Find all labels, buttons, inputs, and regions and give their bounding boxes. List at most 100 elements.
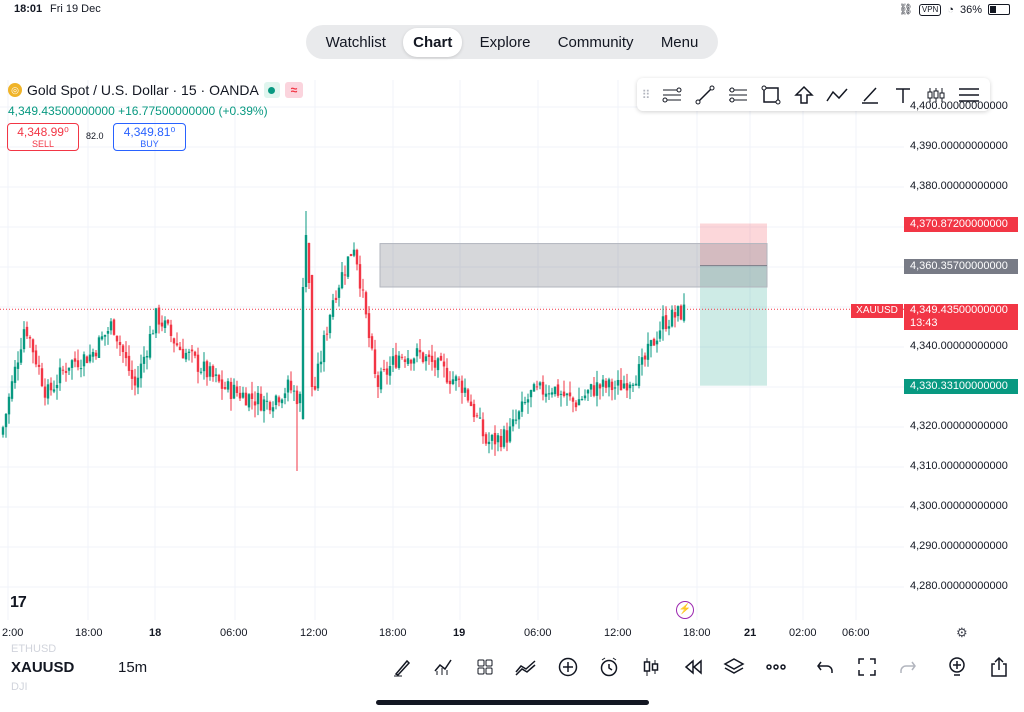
candle-body <box>475 415 479 417</box>
candle-body <box>286 379 290 393</box>
x-tick-label: 12:00 <box>604 627 632 639</box>
candle-body <box>358 264 362 289</box>
parallel-channel-icon[interactable] <box>721 80 754 110</box>
candle-body <box>421 352 425 362</box>
candle-body <box>130 369 134 379</box>
candle-body <box>100 336 104 340</box>
candle-body <box>256 392 260 405</box>
candle-body <box>49 382 53 391</box>
add-icon[interactable] <box>557 656 579 678</box>
candle-body <box>463 387 467 393</box>
gear-icon[interactable]: ⚙ <box>956 625 968 640</box>
more-icon[interactable] <box>765 656 787 678</box>
candle-body <box>658 330 662 339</box>
rectangle-icon[interactable] <box>754 80 787 110</box>
candle-body <box>175 343 179 346</box>
candle-body <box>82 354 86 367</box>
undo-icon[interactable] <box>814 656 836 678</box>
text-icon[interactable] <box>886 80 919 110</box>
candle-body <box>400 356 404 358</box>
candle-body <box>217 374 221 382</box>
candle-body <box>532 384 536 392</box>
indicators-icon[interactable] <box>432 656 454 678</box>
candle-body <box>412 358 416 364</box>
candle-body <box>1 427 5 435</box>
candle-body <box>637 364 641 386</box>
candle-body <box>574 402 578 408</box>
candle-body <box>70 360 74 368</box>
candle-body <box>619 379 623 391</box>
alert-icon[interactable] <box>598 656 620 678</box>
candles-icon[interactable] <box>640 656 662 678</box>
candle-body <box>562 391 566 397</box>
redo-icon[interactable] <box>897 656 919 678</box>
fullscreen-icon[interactable] <box>856 656 878 678</box>
candle-body <box>628 384 632 389</box>
symbol-selector[interactable]: XAUUSD <box>11 659 75 676</box>
replay-icon[interactable] <box>682 656 704 678</box>
x-tick-label: 06:00 <box>524 627 552 639</box>
candle-body <box>676 306 680 317</box>
candle-body <box>376 375 380 387</box>
candle-body <box>325 333 329 335</box>
long-position-icon[interactable] <box>853 80 886 110</box>
idea-icon[interactable] <box>946 656 968 678</box>
arrow-up-icon[interactable] <box>787 80 820 110</box>
entry-price-label: 4,360.35700000000 <box>904 259 1018 274</box>
patterns-icon[interactable] <box>919 80 952 110</box>
candle-body <box>79 368 83 370</box>
candle-body <box>478 417 482 419</box>
lightning-icon[interactable]: ⚡ <box>676 601 694 619</box>
grip-icon[interactable]: ⠿ <box>641 87 651 102</box>
more-tools-icon[interactable] <box>952 80 985 110</box>
nav-community[interactable]: Community <box>557 33 634 51</box>
layers-icon[interactable] <box>723 656 745 678</box>
candle-body <box>523 402 527 404</box>
orientation-lock-icon: ◔ <box>947 3 954 16</box>
y-tick-label: 4,280.00000000000 <box>910 580 1008 592</box>
candle-body <box>397 355 401 368</box>
brush-icon[interactable] <box>391 656 413 678</box>
price-chart[interactable] <box>0 80 904 620</box>
interval-selector[interactable]: 15m <box>118 659 148 676</box>
candle-body <box>391 356 395 365</box>
nav-watchlist[interactable]: Watchlist <box>325 33 386 51</box>
candle-body <box>94 352 98 357</box>
candle-body <box>613 387 617 389</box>
current-price-label: 4,349.43500000000 13:43 <box>904 304 1018 330</box>
candle-body <box>583 395 587 399</box>
y-tick-label: 4,390.00000000000 <box>910 140 1008 152</box>
candle-body <box>493 432 497 445</box>
candle-body <box>235 386 239 393</box>
nav-chart[interactable]: Chart <box>403 27 463 57</box>
compare-icon[interactable] <box>515 656 537 678</box>
candle-body <box>394 354 398 368</box>
nav-explore[interactable]: Explore <box>479 33 531 51</box>
symbol-title[interactable]: Gold Spot / U.S. Dollar · 15 · OANDA <box>27 82 259 98</box>
sell-button[interactable]: 4,348.99⁰ SELL <box>7 123 79 151</box>
candle-body <box>427 354 431 358</box>
buy-button[interactable]: 4,349.81⁰ BUY <box>113 123 186 151</box>
trend-line-icon[interactable] <box>688 80 721 110</box>
candle-body <box>109 321 113 331</box>
candle-body <box>457 378 461 380</box>
symbol-header[interactable]: ◎ Gold Spot / U.S. Dollar · 15 · OANDA ≈ <box>8 82 303 98</box>
candle-body <box>487 441 491 445</box>
nav-menu[interactable]: Menu <box>660 33 699 51</box>
candle-body <box>292 390 296 392</box>
candle-body <box>25 326 29 337</box>
fib-icon[interactable] <box>655 80 688 110</box>
candle-body <box>616 379 620 386</box>
ghost-symbol: DJI <box>11 681 28 693</box>
candle-body <box>160 322 164 327</box>
candle-body <box>505 430 509 443</box>
y-tick-label: 4,290.00000000000 <box>910 540 1008 552</box>
candle-body <box>85 356 89 364</box>
candle-body <box>469 401 473 407</box>
candle-body <box>538 382 542 386</box>
candle-body <box>586 390 590 394</box>
templates-icon[interactable] <box>474 656 496 678</box>
share-icon[interactable] <box>988 656 1010 678</box>
path-icon[interactable] <box>820 80 853 110</box>
candle-body <box>169 324 173 337</box>
